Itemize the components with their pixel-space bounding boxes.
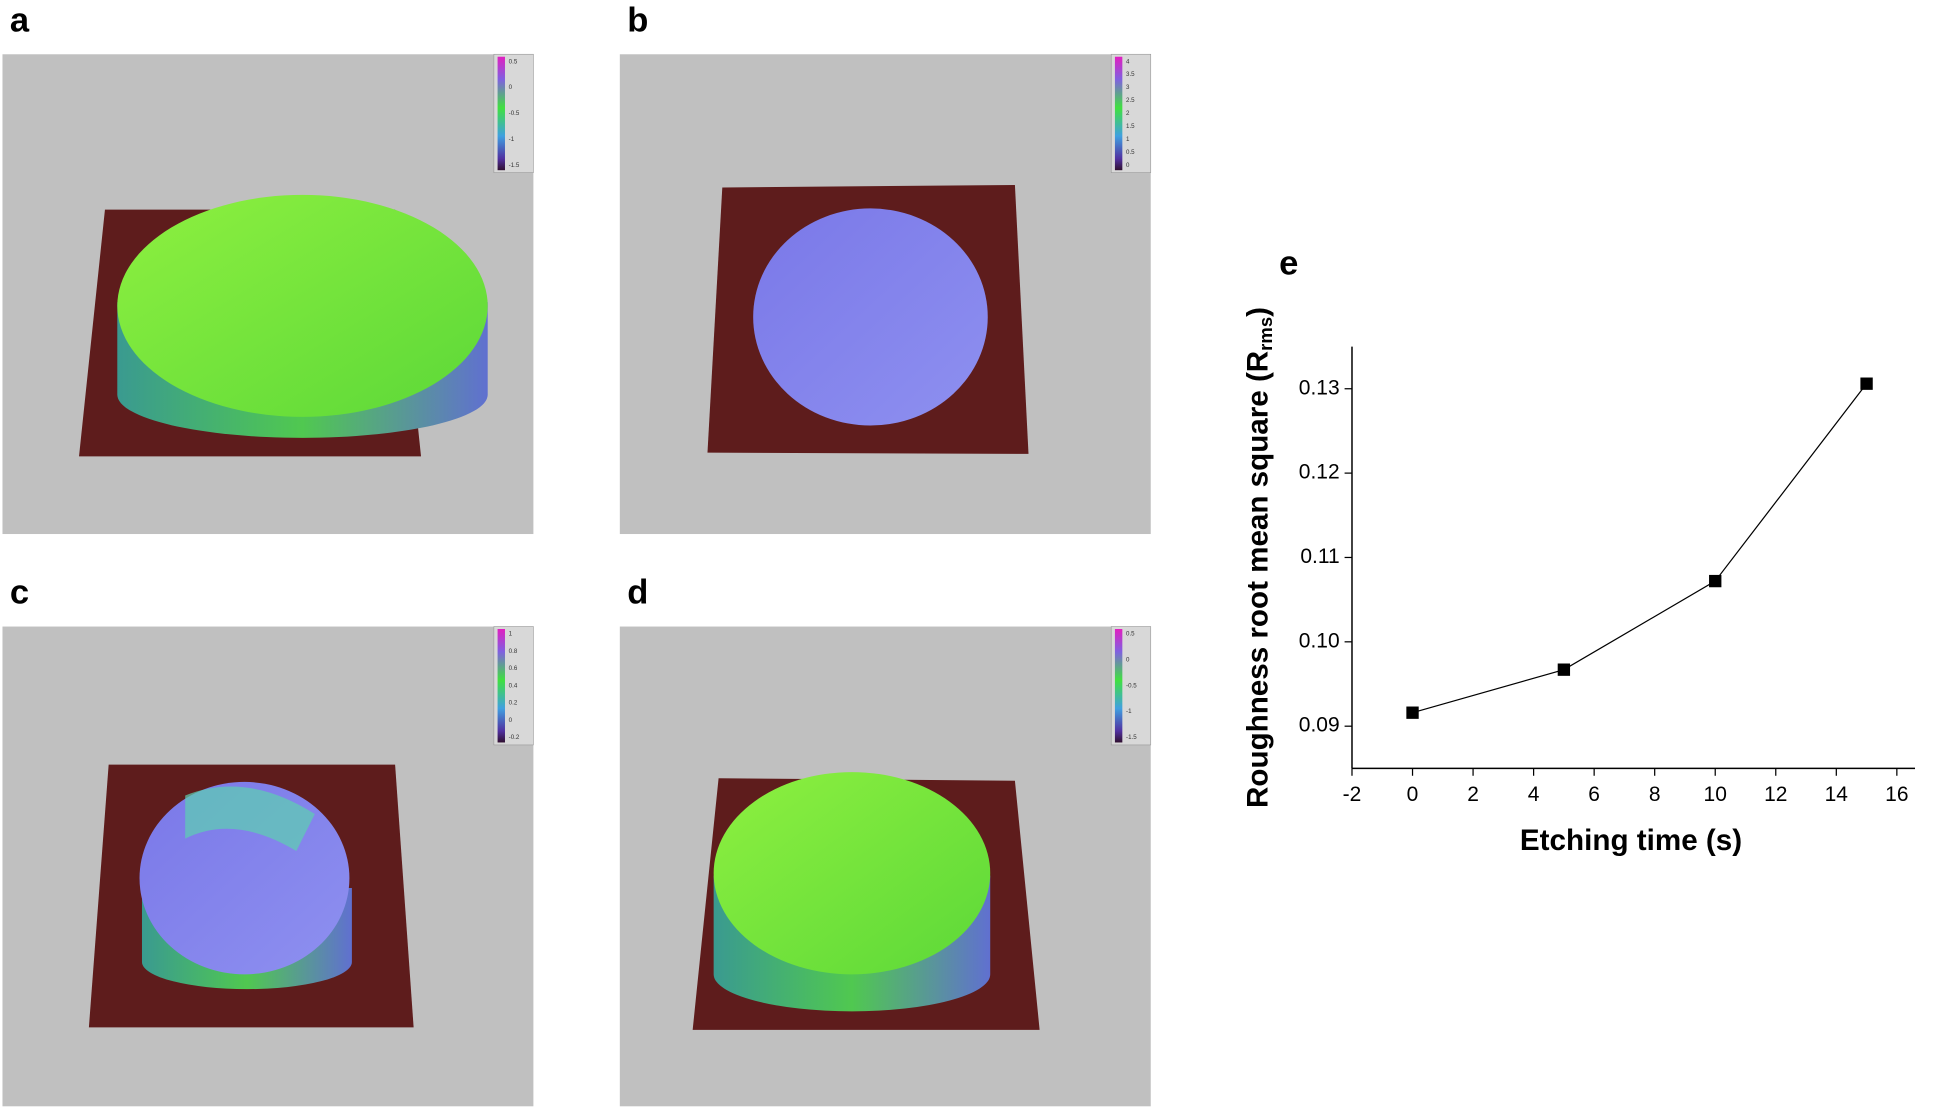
colorbar-tick-label: -1.5: [509, 162, 520, 169]
y-tick-label: 0.10: [1299, 629, 1340, 652]
panel-c-image: [2, 626, 534, 1107]
colorbar-tick-label: -0.5: [1126, 682, 1137, 689]
colorbar-tick-label: 0: [1126, 656, 1130, 663]
x-tick-label: 8: [1649, 783, 1661, 806]
colorbar-tick-label: 2: [1126, 110, 1130, 117]
panel-b-image: [619, 54, 1151, 535]
y-axis-title: Roughness root mean square (Rrms): [1241, 307, 1275, 808]
x-tick-label: 14: [1825, 783, 1849, 806]
colorbar-tick-label: 0.8: [509, 648, 518, 655]
y-tick-label: 0.13: [1299, 376, 1340, 399]
x-tick-label: 16: [1885, 783, 1908, 806]
y-axis-title-end: ): [1241, 307, 1274, 317]
colorbar-tick-label: 0.5: [509, 58, 518, 65]
colorbar-tick-label: 2.5: [1126, 97, 1135, 104]
panel-label: a: [10, 1, 30, 39]
y-tick-label: 0.11: [1300, 545, 1339, 568]
panel-label: e: [1279, 244, 1298, 282]
colorbar-tick-label: -1.5: [1126, 734, 1137, 741]
colorbar-tick-label: 0.2: [509, 700, 518, 707]
panel-d-image: [619, 626, 1151, 1107]
x-axis-title: Etching time (s): [1520, 824, 1742, 857]
panel-label: c: [10, 574, 29, 612]
data-point: [1709, 574, 1722, 588]
x-tick-label: 6: [1588, 783, 1600, 806]
data-line: [1412, 383, 1868, 714]
data-point: [1557, 663, 1571, 676]
colorbar-tick-label: 0.5: [1126, 149, 1135, 156]
panel-a-image: [2, 54, 534, 535]
colorbar-tick-label: 1: [509, 631, 513, 638]
colorbar-tick-label: -0.2: [509, 734, 520, 741]
colorbar-tick-label: -0.5: [509, 110, 520, 117]
x-tick-label: 4: [1528, 783, 1540, 806]
colorbar-tick-label: 3: [1126, 84, 1130, 91]
colorbar-tick-label: -1: [1126, 708, 1132, 715]
colorbar-tick-label: 0.6: [509, 665, 518, 672]
colorbar-tick-label: 4: [1126, 58, 1130, 65]
colorbar-tick-label: 1: [1126, 136, 1130, 143]
x-tick-label: 12: [1764, 783, 1787, 806]
colorbar: [497, 56, 505, 171]
colorbar-tick-label: 0.4: [509, 682, 518, 689]
data-point: [1406, 706, 1419, 719]
colorbar-tick-label: 0: [509, 717, 513, 724]
colorbar-tick-label: 3.5: [1126, 71, 1135, 78]
x-tick-label: -2: [1343, 783, 1362, 806]
x-tick-label: 0: [1407, 783, 1419, 806]
y-axis-title-sub: rms: [1255, 317, 1276, 351]
y-tick-label: 0.12: [1299, 461, 1340, 484]
x-tick-label: 2: [1467, 783, 1479, 806]
colorbar-tick-label: 0: [509, 84, 513, 91]
colorbar-tick-label: -1: [509, 136, 515, 143]
x-tick-label: 10: [1704, 783, 1727, 806]
colorbar: [1114, 629, 1123, 743]
y-tick-label: 0.09: [1299, 714, 1340, 737]
panel-label: b: [627, 1, 648, 39]
colorbar-tick-label: 0: [1126, 162, 1130, 169]
panel-label: d: [627, 574, 648, 612]
colorbar: [497, 629, 505, 743]
colorbar-tick-label: 0.5: [1126, 631, 1135, 638]
data-point: [1860, 377, 1873, 390]
y-axis-title-main: Roughness root mean square (R: [1241, 351, 1274, 808]
colorbar: [1114, 56, 1123, 171]
colorbar-tick-label: 1.5: [1126, 123, 1135, 130]
